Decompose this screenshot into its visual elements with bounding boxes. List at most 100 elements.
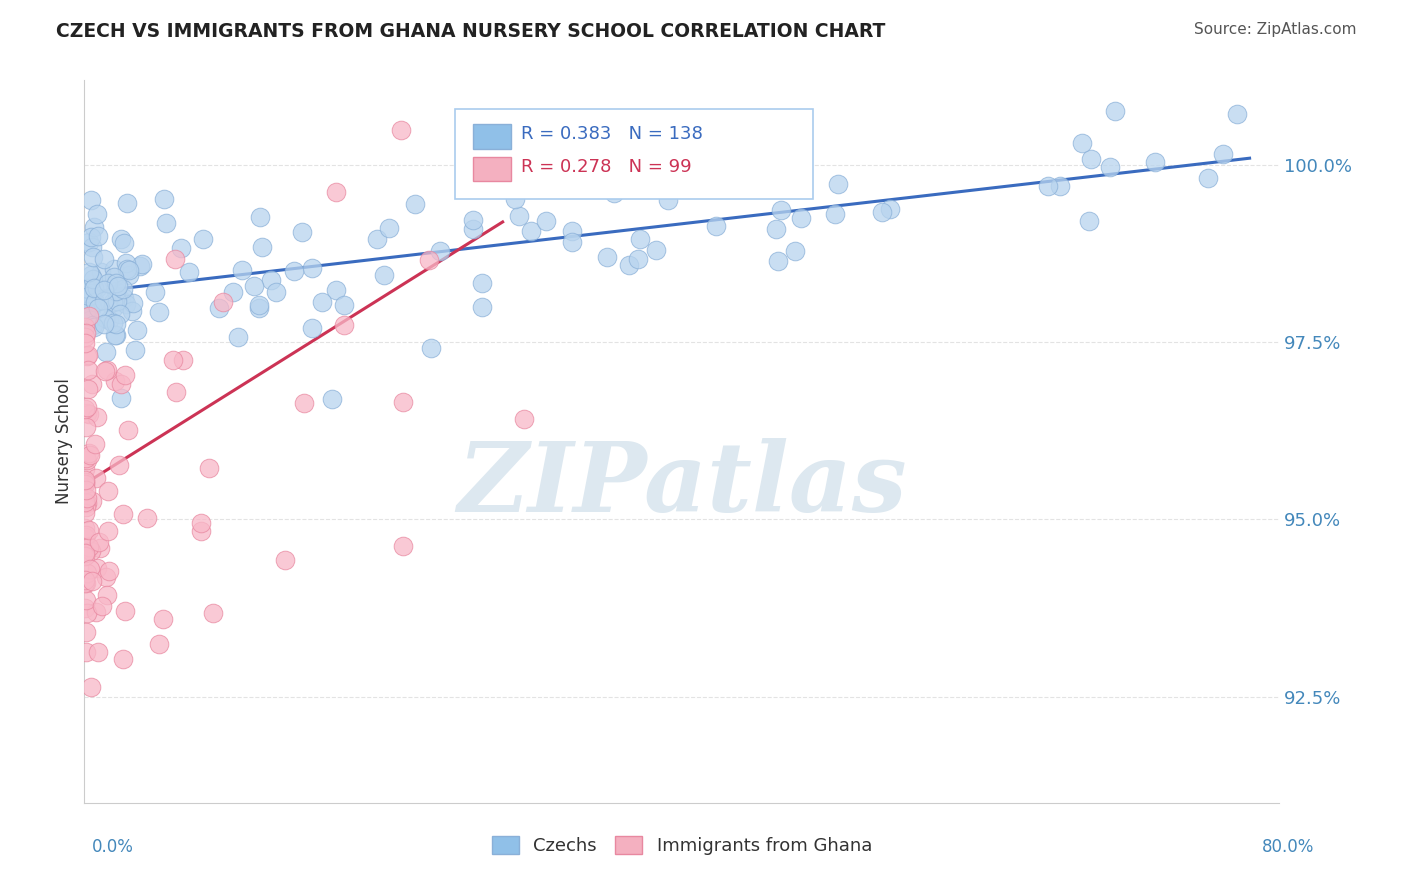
Point [770,203,793,218]
Point [79,562,101,576]
Point [461,212,484,227]
Point [520,224,543,238]
Point [93,294,115,309]
Point [84,605,107,619]
Point [325,185,347,199]
Point [172,353,194,368]
Point [561,235,583,249]
Text: CZECH VS IMMIGRANTS FROM GHANA NURSERY SCHOOL CORRELATION CHART: CZECH VS IMMIGRANTS FROM GHANA NURSERY S… [56,22,886,41]
Point [136,511,159,525]
Point [111,508,134,522]
Point [534,214,557,228]
Point [96,570,118,584]
Point [704,219,727,233]
Point [321,392,343,407]
Point [101,316,124,330]
Point [148,304,170,318]
Point [325,283,347,297]
Y-axis label: Nursery School: Nursery School [55,378,73,505]
Point [124,343,146,358]
Point [80,193,103,207]
Point [103,294,125,309]
Point [82,318,104,332]
Point [1104,104,1126,119]
Text: ZIPatlas: ZIPatlas [457,438,907,532]
Point [373,268,395,282]
Point [76,606,98,620]
Point [76,363,98,377]
Point [80,544,103,558]
Point [1070,136,1092,151]
Point [190,516,212,530]
Point [103,262,125,277]
Point [657,194,679,208]
Point [77,282,100,296]
Point [1049,179,1071,194]
Point [79,313,101,327]
Point [75,319,97,334]
Point [222,285,245,300]
Point [644,244,666,258]
Point [75,304,97,318]
Point [208,301,231,315]
Point [77,523,100,537]
Point [510,137,533,152]
Point [243,278,266,293]
Point [110,392,132,406]
Point [96,588,118,602]
Point [96,344,118,359]
Point [90,265,112,279]
FancyBboxPatch shape [472,124,510,149]
Point [162,352,184,367]
Point [93,283,115,297]
Point [110,232,132,246]
Point [785,244,807,258]
Point [513,412,536,426]
Point [76,401,98,415]
Point [82,271,104,285]
Point [86,281,108,295]
Point [76,406,98,420]
Point [311,295,333,310]
Point [118,263,141,277]
Point [247,298,270,312]
Point [89,541,111,556]
Point [115,196,138,211]
Point [429,244,451,259]
Point [766,254,789,268]
Point [115,297,138,311]
Point [377,221,399,235]
Point [603,186,626,201]
Point [103,269,125,284]
Point [77,235,100,249]
Point [627,252,650,266]
Legend: Czechs, Immigrants from Ghana: Czechs, Immigrants from Ghana [485,830,879,863]
Point [73,336,96,351]
Point [166,385,188,400]
Point [301,260,323,275]
Point [392,395,415,409]
Point [73,576,96,591]
Point [129,259,152,273]
Point [79,289,101,303]
Point [870,205,893,219]
Point [105,276,128,290]
Point [97,483,120,498]
Point [75,483,97,498]
Point [127,323,149,337]
Point [420,342,443,356]
Point [93,364,115,378]
Point [83,219,105,234]
Point [1226,107,1249,121]
Point [76,491,98,505]
Point [283,263,305,277]
Point [97,524,120,538]
Point [80,230,103,244]
Point [628,232,651,246]
Point [86,409,108,424]
Point [291,225,314,239]
Point [86,560,108,574]
Point [112,291,135,305]
Point [190,524,212,538]
Point [76,382,98,396]
